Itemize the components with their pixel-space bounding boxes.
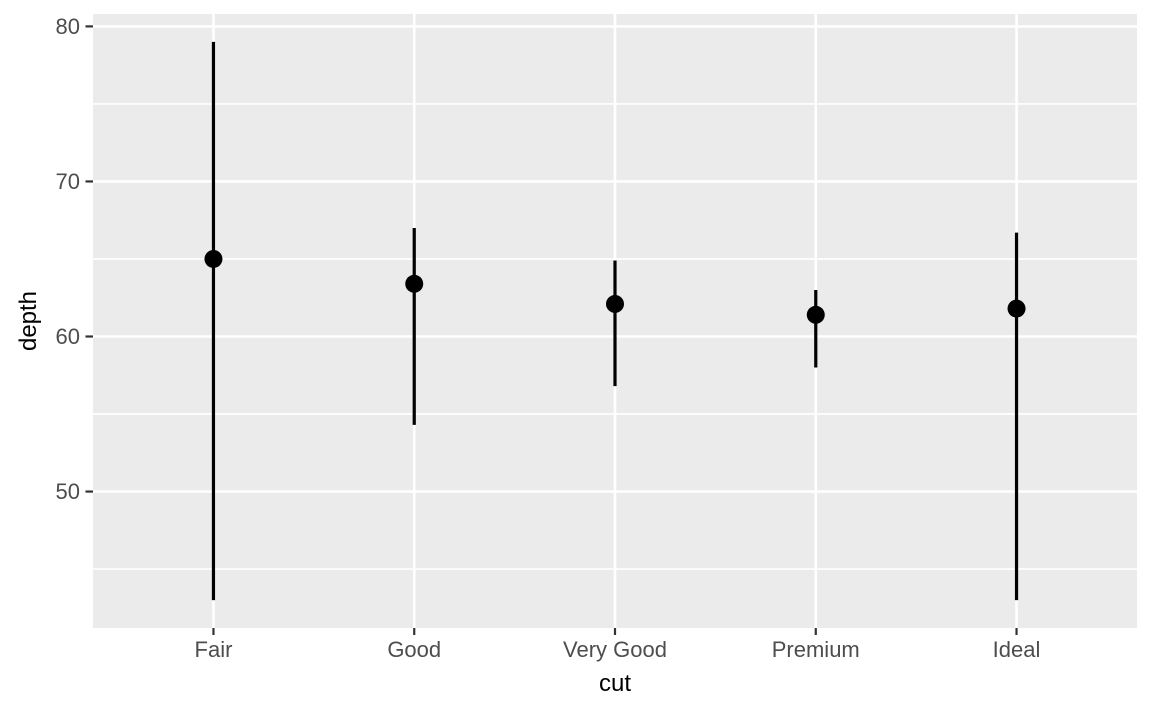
y-axis-title: depth [15,291,42,351]
x-tick-label-premium: Premium [772,637,860,662]
median-point-premium [806,305,825,324]
x-tick-label-good: Good [387,637,441,662]
median-point-ideal [1007,299,1026,318]
y-axis-tick-labels: 50 60 70 80 [56,14,80,504]
y-tick-label-80: 80 [56,14,80,39]
y-tick-label-60: 60 [56,324,80,349]
median-point-fair [204,249,223,268]
pointrange-geoms [204,41,1026,601]
y-tick-label-70: 70 [56,169,80,194]
pointrange-ideal [1007,232,1026,601]
pointrange-good [405,227,424,425]
pointrange-fair [204,41,223,601]
x-tick-label-ideal: Ideal [993,637,1041,662]
x-axis-ticks [212,628,1018,635]
y-axis-ticks [85,25,93,493]
median-point-very-good [606,294,624,313]
x-tick-label-very-good: Very Good [563,637,667,662]
median-point-good [405,274,424,293]
x-tick-label-fair: Fair [195,637,233,662]
pointrange-very-good [606,260,624,387]
x-axis-title: cut [599,670,631,697]
y-tick-label-50: 50 [56,479,80,504]
pointrange-premium [806,289,825,368]
x-axis-tick-labels: Fair Good Very Good Premium Ideal [195,637,1041,662]
